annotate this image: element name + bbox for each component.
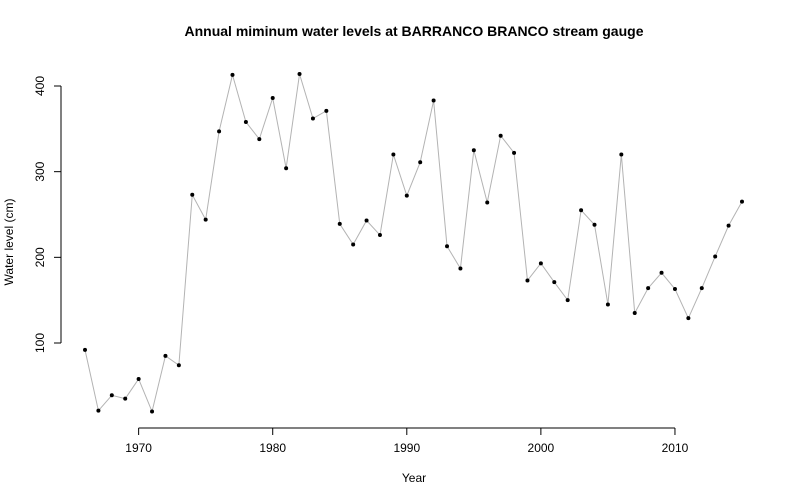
data-point <box>377 233 382 238</box>
data-point <box>310 116 315 121</box>
data-point <box>498 133 503 138</box>
data-point <box>190 192 195 197</box>
y-tick-label: 300 <box>33 161 47 181</box>
x-tick-label: 1970 <box>125 441 152 455</box>
data-point <box>458 266 463 271</box>
data-point <box>123 396 128 401</box>
data-point <box>686 316 691 321</box>
data-point <box>525 278 530 283</box>
data-point <box>740 199 744 204</box>
y-axis-label: Water level (cm) <box>2 199 16 286</box>
data-point <box>176 363 181 368</box>
data-point <box>337 221 342 226</box>
y-tick-label: 100 <box>33 333 47 353</box>
data-point <box>136 376 141 381</box>
data-point <box>605 302 610 307</box>
data-point <box>203 217 208 222</box>
data-point <box>404 193 409 198</box>
x-axis: 1970 1980 1990 2000 2010 <box>125 427 689 455</box>
data-point <box>672 287 677 292</box>
data-point <box>579 208 584 213</box>
data-point <box>150 409 155 414</box>
data-point <box>512 150 517 155</box>
data-point <box>83 347 87 352</box>
series-line <box>84 72 743 414</box>
data-point <box>418 160 423 165</box>
data-point <box>391 152 396 157</box>
data-point <box>364 218 369 223</box>
x-tick-label: 2010 <box>662 441 689 455</box>
data-point <box>163 353 168 358</box>
y-axis: 100 200 300 400 <box>33 76 62 353</box>
data-point <box>552 280 557 285</box>
data-point <box>726 223 731 228</box>
data-point <box>324 108 329 113</box>
data-point <box>257 137 262 142</box>
data-point <box>485 200 490 205</box>
data-point <box>243 119 248 124</box>
y-tick-label: 200 <box>33 247 47 267</box>
data-point <box>230 72 235 77</box>
chart-title: Annual miminum water levels at BARRANCO … <box>185 23 644 39</box>
data-point <box>445 244 450 249</box>
data-point <box>284 166 289 171</box>
data-point <box>699 286 704 291</box>
y-tick-label: 400 <box>33 76 47 96</box>
data-point <box>96 408 101 413</box>
data-point <box>297 72 302 77</box>
data-point <box>619 152 624 157</box>
data-point <box>592 222 597 227</box>
data-point <box>351 242 356 247</box>
data-point <box>659 270 664 275</box>
data-point <box>538 261 543 266</box>
data-point <box>471 148 476 153</box>
data-point <box>632 311 637 316</box>
data-point <box>217 129 222 134</box>
x-tick-label: 1980 <box>259 441 286 455</box>
data-points <box>83 72 744 414</box>
data-point <box>270 95 275 100</box>
data-point <box>431 98 436 103</box>
x-axis-label: Year <box>402 471 426 485</box>
x-tick-label: 2000 <box>528 441 555 455</box>
data-point <box>565 298 570 303</box>
x-tick-label: 1990 <box>393 441 420 455</box>
data-point <box>713 254 718 259</box>
data-point <box>109 393 114 398</box>
data-point <box>646 286 651 291</box>
